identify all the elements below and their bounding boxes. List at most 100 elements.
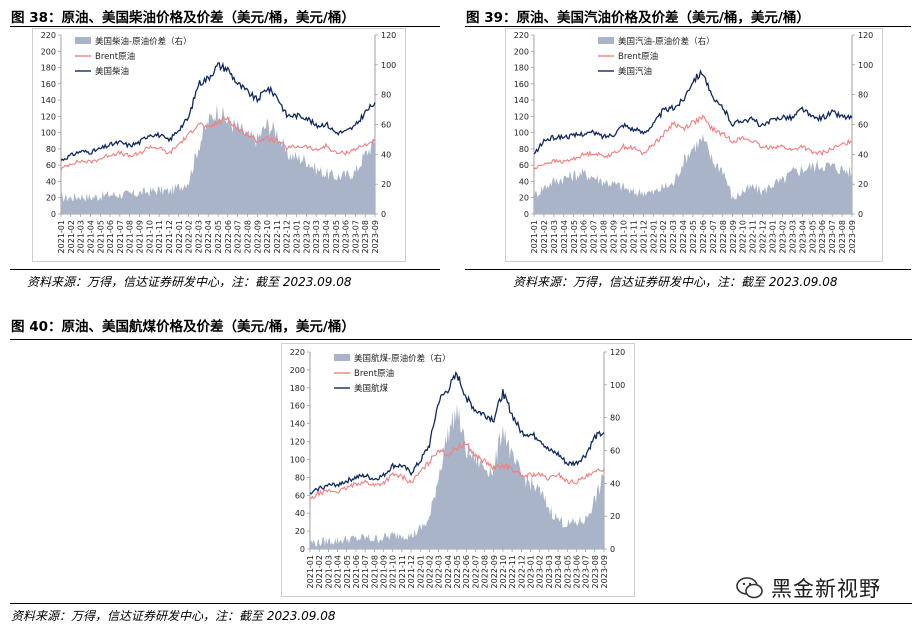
x-tick-label: 2023-06 — [572, 555, 581, 588]
x-tick-label: 2022-05 — [453, 555, 462, 588]
x-tick-label: 2021-07 — [590, 220, 599, 253]
y-tick-label-left: 40 — [46, 177, 56, 186]
x-tick-label: 2023-05 — [808, 220, 817, 253]
legend-label: Brent原油 — [95, 51, 135, 62]
figure-40-title: 图 40：原油、美国航煤价格及价差（美元/桶，美元/桶） — [11, 319, 355, 335]
series-product-line — [533, 69, 853, 155]
y-tick-label-left: 100 — [41, 129, 56, 138]
x-tick-label: 2022-12 — [759, 220, 768, 253]
legend-label: Brent原油 — [618, 51, 658, 62]
x-tick-label: 2023-09 — [371, 220, 380, 253]
y-tick-label-right: 60 — [381, 121, 391, 130]
figure-40-source: 资料来源：万得，信达证券研发中心，注：截至 2023.09.08 — [11, 609, 336, 623]
legend-label: 美国航煤-原油价差（右） — [354, 353, 451, 364]
x-tick-label: 2021-10 — [389, 555, 398, 588]
figure-40-title-rule — [10, 339, 912, 340]
y-tick-label-left: 60 — [46, 161, 56, 170]
y-tick-label-right: 120 — [858, 31, 873, 40]
figure-38-title: 图 38：原油、美国柴油价格及价差（美元/桶，美元/桶） — [11, 10, 355, 26]
figure-39-source-rule — [465, 269, 911, 270]
series-product-line — [309, 370, 605, 495]
y-tick-label-left: 200 — [514, 47, 529, 56]
x-tick-label: 2022-07 — [471, 555, 480, 588]
chart-40-svg: 0 20 40 60 80 100 120 140 160 180 200 220 0 20 40 60 80 1… — [290, 348, 626, 588]
y-tick-label-right: 60 — [610, 447, 620, 456]
x-tick-label: 2021-09 — [136, 220, 145, 253]
y-tick-label-left: 40 — [295, 509, 305, 518]
x-tick-label: 2021-01 — [530, 220, 539, 253]
legend-label: 美国汽油 — [618, 66, 652, 77]
legend-swatch-spread — [334, 354, 350, 361]
x-tick-label: 2023-05 — [563, 555, 572, 588]
watermark: 黑金新视野 — [735, 566, 881, 610]
y-tick-label-left: 80 — [519, 145, 529, 154]
x-tick-label: 2023-04 — [798, 220, 807, 253]
figure-39-source: 资料来源：万得，信达证券研发中心，注：截至 2023.09.08 — [513, 275, 838, 289]
x-tick-label: 2023-01 — [293, 220, 302, 253]
x-tick-label: 2022-01 — [649, 220, 658, 253]
chart-39-svg: 0 20 40 60 80 100 120 140 160 180 200 220 0 20 40 60 80 1… — [514, 31, 874, 253]
x-tick-label: 2022-09 — [729, 220, 738, 253]
series-brent-line — [309, 439, 605, 500]
y-tick-label-left: 220 — [290, 348, 305, 357]
x-tick-label: 2022-09 — [490, 555, 499, 588]
watermark-text: 黑金新视野 — [771, 577, 881, 601]
x-tick-label: 2023-07 — [582, 555, 591, 588]
y-tick-label-right: 120 — [381, 31, 396, 40]
x-tick-label: 2023-04 — [554, 555, 563, 588]
x-tick-label: 2023-04 — [322, 220, 331, 253]
y-tick-label-left: 160 — [514, 80, 529, 89]
x-tick-label: 2021-12 — [407, 555, 416, 588]
x-tick-label: 2023-07 — [828, 220, 837, 253]
x-tick-label: 2022-02 — [659, 220, 668, 253]
y-tick-label-left: 200 — [41, 47, 56, 56]
x-tick-label: 2021-08 — [126, 220, 135, 253]
legend-label: 美国柴油-原油价差（右） — [95, 36, 192, 47]
x-tick-label: 2023-06 — [818, 220, 827, 253]
y-tick-label-left: 20 — [46, 194, 56, 203]
x-tick-label: 2023-02 — [778, 220, 787, 253]
x-tick-label: 2023-08 — [361, 220, 370, 253]
x-tick-label: 2023-08 — [591, 555, 600, 588]
x-tick-label: 2023-08 — [838, 220, 847, 253]
y-tick-label-right: 80 — [381, 91, 391, 100]
x-tick-label: 2023-07 — [351, 220, 360, 253]
y-tick-label-right: 120 — [610, 348, 625, 357]
y-tick-label-right: 60 — [858, 121, 868, 130]
x-tick-label: 2021-11 — [398, 555, 407, 588]
x-tick-label: 2021-02 — [315, 555, 324, 588]
x-tick-label: 2021-08 — [600, 220, 609, 253]
x-tick-label: 2021-04 — [560, 220, 569, 253]
x-tick-label: 2021-11 — [629, 220, 638, 253]
series-spread-area — [534, 133, 852, 214]
x-tick-label: 2022-06 — [224, 220, 233, 253]
legend-label: 美国汽油-原油价差（右） — [618, 36, 715, 47]
x-tick-label: 2021-06 — [106, 220, 115, 253]
x-tick-label: 2022-03 — [669, 220, 678, 253]
y-tick-label-right: 0 — [381, 210, 386, 219]
y-tick-label-right: 100 — [381, 61, 396, 70]
chart-38: 0 20 40 60 80 100 120 140 160 180 200 220 0 20 40 60 80 1… — [32, 28, 406, 262]
x-tick-label: 2021-05 — [343, 555, 352, 588]
series-product-line — [60, 61, 376, 162]
y-tick-label-left: 120 — [41, 112, 56, 121]
x-tick-label: 2023-09 — [600, 555, 609, 588]
x-tick-label: 2021-04 — [334, 555, 343, 588]
legend-swatch-spread — [75, 37, 91, 44]
x-tick-label: 2021-09 — [610, 220, 619, 253]
y-tick-label-right: 40 — [858, 150, 868, 159]
x-tick-label: 2023-03 — [312, 220, 321, 253]
x-tick-label: 2021-07 — [116, 220, 125, 253]
x-tick-label: 2021-06 — [580, 220, 589, 253]
figure-38-title-rule — [10, 26, 440, 27]
x-tick-label: 2022-06 — [462, 555, 471, 588]
x-tick-label: 2021-11 — [155, 220, 164, 253]
x-tick-label: 2022-02 — [425, 555, 434, 588]
x-tick-label: 2022-10 — [499, 555, 508, 588]
chart-38-svg: 0 20 40 60 80 100 120 140 160 180 200 220 0 20 40 60 80 1… — [41, 31, 397, 253]
x-tick-label: 2023-03 — [788, 220, 797, 253]
y-tick-label-left: 40 — [519, 177, 529, 186]
legend-label: Brent原油 — [354, 368, 394, 379]
x-tick-label: 2021-01 — [306, 555, 315, 588]
y-tick-label-right: 100 — [610, 381, 625, 390]
